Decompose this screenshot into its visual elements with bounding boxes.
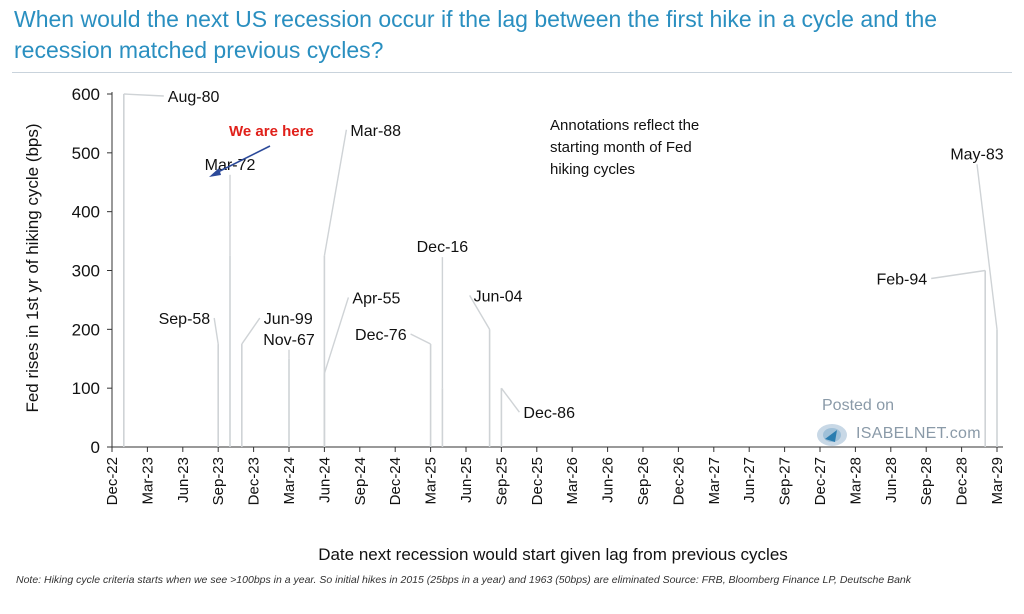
data-label: Mar-88 [350,123,401,140]
recession-lag-chart: 0 100 200 300 400 500 600 Dec-22 Mar-23 Jun-23 Se… [23,85,1006,564]
y-tick-label: 600 [72,85,100,104]
x-tick-label: Dec-23 [246,457,263,505]
bars [123,94,998,447]
data-label: Jun-04 [474,288,523,305]
x-tick-label: Mar-25 [423,457,440,505]
x-tick-label: Dec-27 [812,457,829,505]
data-label: Dec-16 [417,239,469,256]
title-divider [12,72,1012,73]
x-tick-label: Sep-23 [210,457,227,505]
we-are-here-annotation: We are here [229,123,314,140]
bar-labels: Aug-80Sep-58Mar-72Jun-99Nov-67Mar-88Apr-… [159,89,1004,422]
annotation-note: Annotations reflect the starting month of… [550,117,699,178]
y-tick-label: 0 [91,438,100,457]
data-label: May-83 [950,146,1003,163]
x-tick-label: Mar-24 [281,457,298,505]
data-label: Dec-76 [355,327,407,344]
x-tick-label: Mar-23 [139,457,156,505]
x-tick-label: Sep-28 [918,457,935,505]
leader-dec-86 [500,387,520,413]
x-tick-label: Dec-26 [670,457,687,505]
x-tick-label: Sep-26 [635,457,652,505]
leader-apr-55 [323,297,350,374]
x-tick-label: Dec-22 [104,457,121,505]
x-tick-label: Sep-27 [777,457,794,505]
y-tick-label: 200 [72,320,100,339]
x-tick-label: Mar-26 [564,457,581,505]
leader-dec-76 [410,333,431,345]
y-axis-label: Fed rises in 1st yr of hiking cycle (bps… [23,123,42,412]
leader-mar-88 [323,129,348,256]
annotation-note-line: starting month of Fed [550,139,692,156]
x-tick-label: Sep-25 [493,457,510,505]
x-tick-label: Dec-28 [954,457,971,505]
data-label: Jun-99 [264,311,313,328]
y-axis: 0 100 200 300 400 500 600 [72,85,113,457]
watermark-brand: ISABELNET.com [856,425,981,442]
annotation-note-line: Annotations reflect the [550,117,699,134]
leader-feb-94 [931,269,986,280]
leader-sep-58 [213,317,219,345]
x-tick-label: Dec-24 [387,457,404,505]
x-tick-label: Mar-29 [989,457,1006,505]
x-tick-label: Jun-27 [741,457,758,503]
leader-may-83 [976,164,998,330]
data-label: Aug-80 [168,89,220,106]
label-leaders [123,93,998,413]
leader-aug-80 [123,93,164,97]
chart-title: When would the next US recession occur i… [14,6,938,63]
y-tick-label: 500 [72,144,100,163]
data-label: Sep-58 [159,311,211,328]
leader-jun-99 [241,317,261,345]
leader-jun-04 [468,294,491,330]
data-label: Feb-94 [876,272,927,289]
y-tick-label: 100 [72,379,100,398]
x-tick-label: Jun-23 [175,457,192,503]
annotation-note-line: hiking cycles [550,161,635,178]
y-tick-label: 400 [72,203,100,222]
x-tick-label: Mar-27 [706,457,723,505]
x-tick-label: Mar-28 [847,457,864,505]
data-label: Dec-86 [523,405,575,422]
x-axis: Dec-22 Mar-23 Jun-23 Sep-23 Dec-23 Mar-24 Jun-… [104,446,1006,505]
we-are-here-arrow [209,145,271,177]
x-axis-label: Date next recession would start given la… [318,545,788,564]
watermark-posted: Posted on [822,397,895,414]
x-tick-label: Sep-24 [352,457,369,505]
source-note: Note: Hiking cycle criteria starts when … [16,574,912,586]
x-tick-label: Jun-26 [600,457,617,503]
x-tick-label: Jun-25 [458,457,475,503]
x-tick-label: Jun-28 [883,457,900,503]
x-tick-label: Jun-24 [316,457,333,503]
data-label: Apr-55 [352,290,400,307]
x-tick-label: Dec-25 [529,457,546,505]
globe-icon [815,420,849,450]
data-label: Nov-67 [263,332,315,349]
y-tick-label: 300 [72,262,100,281]
